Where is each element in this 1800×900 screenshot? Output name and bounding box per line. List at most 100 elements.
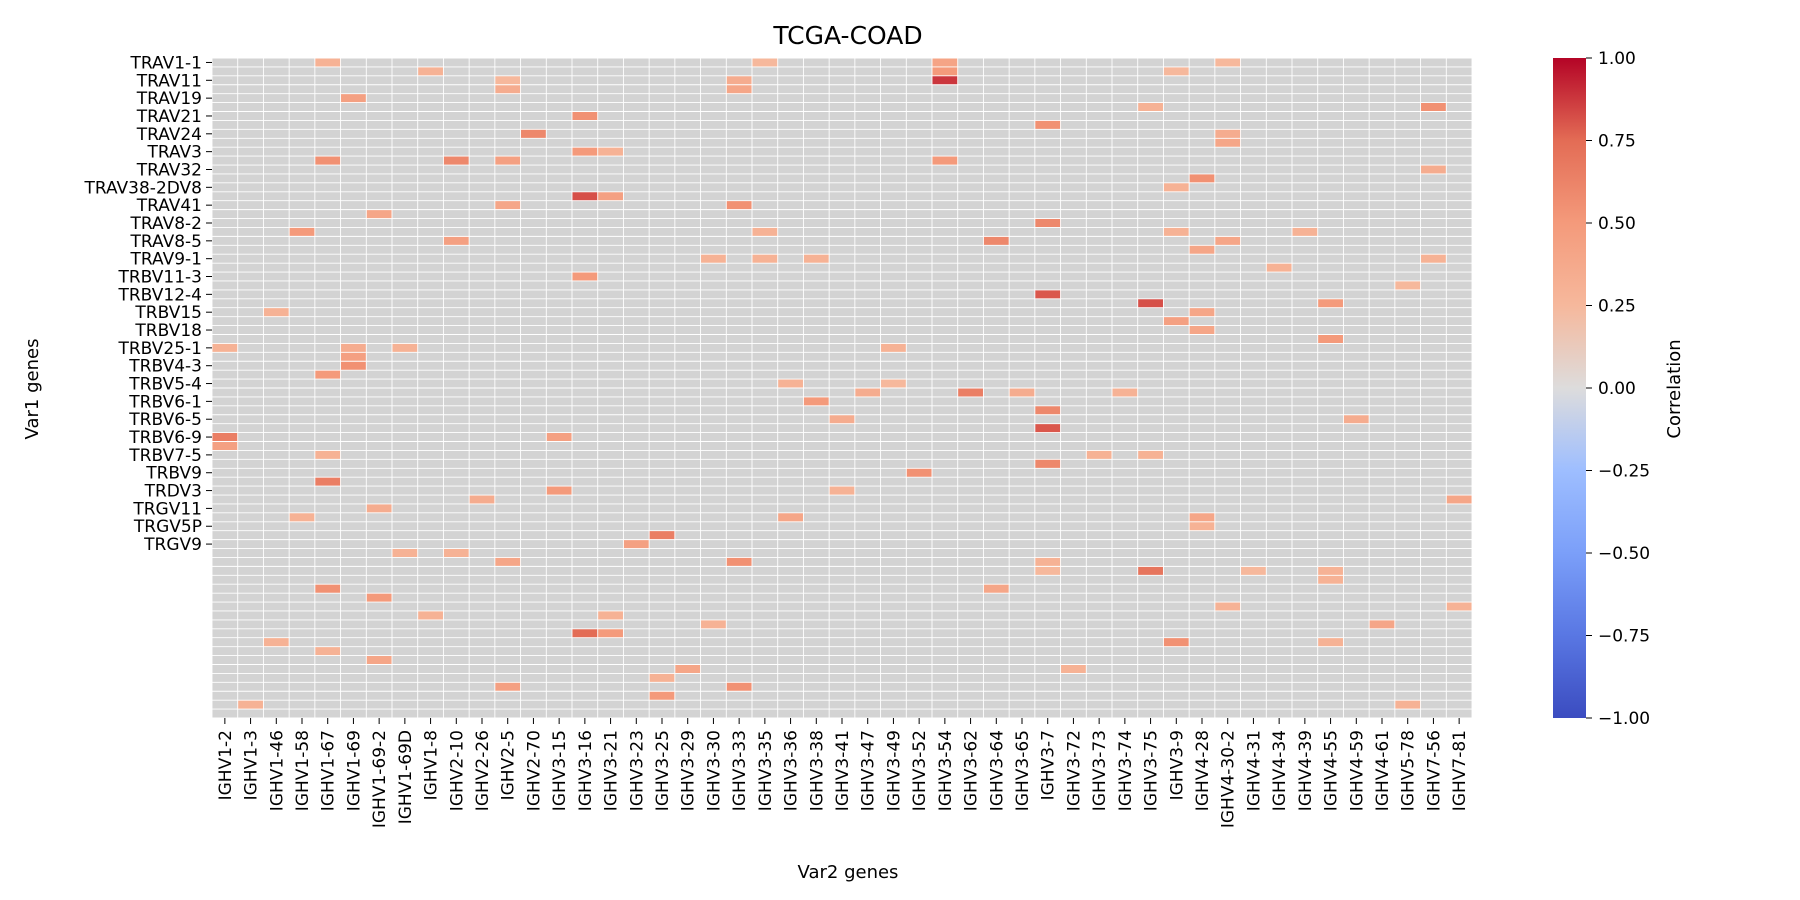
heatmap-cell [520,129,547,139]
y-tick-label: TRAV32 [136,160,202,180]
y-tick-label: TRAV3 [147,143,203,163]
heatmap-cell [932,75,958,85]
heatmap-cell [1214,138,1241,148]
heatmap-cell [366,209,392,219]
heatmap-cell [932,58,958,67]
y-tick-label: TRBV4-3 [128,357,202,377]
x-tick-label: IGHV3-33 [730,730,750,811]
heatmap-cell [726,75,752,85]
heatmap-cell [1214,236,1241,246]
heatmap-cell [1189,325,1215,335]
x-tick-label: IGHV4-34 [1270,730,1290,811]
heatmap-cell [649,691,675,701]
x-tick-label: IGHV3-38 [807,730,827,811]
y-tick-label: TRAV9-1 [130,250,202,270]
heatmap-cell [1317,298,1344,308]
x-tick-label: IGHV3-36 [782,730,802,811]
x-tick-label: IGHV3-62 [962,730,982,811]
x-tick-label: IGHV3-47 [859,730,879,811]
heatmap-cell [314,156,341,166]
y-tick-label: TRBV15 [134,303,202,323]
heatmap-cell [340,343,367,353]
heatmap-cell [957,388,984,397]
heatmap-cell [906,468,932,478]
heatmap-cell [726,84,752,94]
heatmap-cell [854,388,881,397]
heatmap-cell [1034,557,1061,567]
colorbar-tick-label: 0.00 [1598,379,1636,399]
heatmap-cell [572,147,598,157]
x-tick-label: IGHV2-70 [524,730,544,811]
heatmap-cell [314,584,341,594]
heatmap-cell [777,512,804,522]
x-tick-label: IGHV3-52 [910,730,930,811]
heatmap-cell [469,495,495,504]
x-tick-label: IGHV3-73 [1090,730,1110,811]
x-tick-label: IGHV3-21 [602,730,622,811]
x-tick-label: IGHV3-64 [987,730,1007,811]
y-tick-label: TRBV6-1 [128,392,202,412]
colorbar-ticks: 1.00 0.75 0.50 0.25 0.00 −0.25 −0.50 −0.75 −1.00 [1586,49,1650,729]
heatmap-cell [289,512,315,522]
heatmap-cell [1446,495,1472,504]
heatmap-cell [340,361,367,371]
heatmap-cell [1034,120,1061,130]
y-tick-label: TRBV9 [145,464,202,484]
colorbar-tick-label: 0.25 [1598,297,1636,317]
heatmap-cell [572,191,598,201]
colorbar-label: Correlation [1664,339,1685,438]
colorbar-tick-label: 1.00 [1598,49,1636,69]
heatmap-cell [829,486,855,496]
heatmap-cell [443,548,470,558]
heatmap-cell [314,450,341,460]
heatmap-cell [880,379,907,388]
y-tick-label: TRGV11 [132,499,202,519]
heatmap-cell [1317,334,1344,344]
y-tick-label: TRAV24 [136,125,202,145]
x-tick-label: IGHV3-54 [936,730,956,811]
x-tick-label: IGHV3-41 [833,730,853,811]
heatmap-cell [597,628,624,638]
y-tick-label: TRAV8-2 [130,214,202,234]
heatmap-cell [1112,388,1138,397]
heatmap-cell [263,307,290,317]
heatmap-cell [1034,405,1061,415]
x-tick-label: IGHV3-65 [1013,730,1033,811]
heatmap-cell [752,254,778,264]
heatmap-cell [1292,227,1318,237]
heatmap-cell [1034,566,1061,576]
y-tick-label: TRBV6-5 [128,410,202,430]
y-tick-label: TRBV12-4 [117,285,202,305]
heatmap-cell [443,236,470,246]
heatmap-cell [1034,459,1061,469]
x-tick-label: IGHV4-31 [1244,730,1264,811]
y-tick-label: TRAV19 [136,89,202,109]
x-tick-label: IGHV3-23 [627,730,647,811]
x-tick-label: IGHV5-78 [1399,730,1419,811]
heatmap-cell [932,66,958,76]
heatmap-cell [1189,173,1215,183]
heatmap-cell [726,682,752,692]
x-tick-label: IGHV7-56 [1424,730,1444,811]
heatmap-cell [494,75,521,85]
heatmap-cell [1009,388,1035,397]
heatmap-cell [1163,66,1190,76]
x-tick-label: IGHV1-69-2 [370,730,390,828]
heatmap-cell [1189,512,1215,522]
x-tick-label: IGHV4-55 [1322,730,1342,811]
x-tick-label: IGHV1-69D [396,730,416,824]
x-tick-label: IGHV3-7 [1039,730,1059,800]
x-tick-label: IGHV3-49 [884,730,904,811]
x-tick-label: IGHV2-26 [473,730,493,811]
heatmap-cell [417,66,444,76]
y-tick-label: TRGV9 [143,535,202,555]
heatmap-cell [700,619,727,629]
heatmap-cell [700,254,727,264]
y-tick-label: TRGV5P [133,517,202,537]
heatmap-cells [212,58,1472,710]
heatmap-cell [1034,423,1061,433]
heatmap-cell [392,343,418,353]
heatmap-cell [417,610,444,620]
x-axis-title: Var2 genes [798,862,899,883]
